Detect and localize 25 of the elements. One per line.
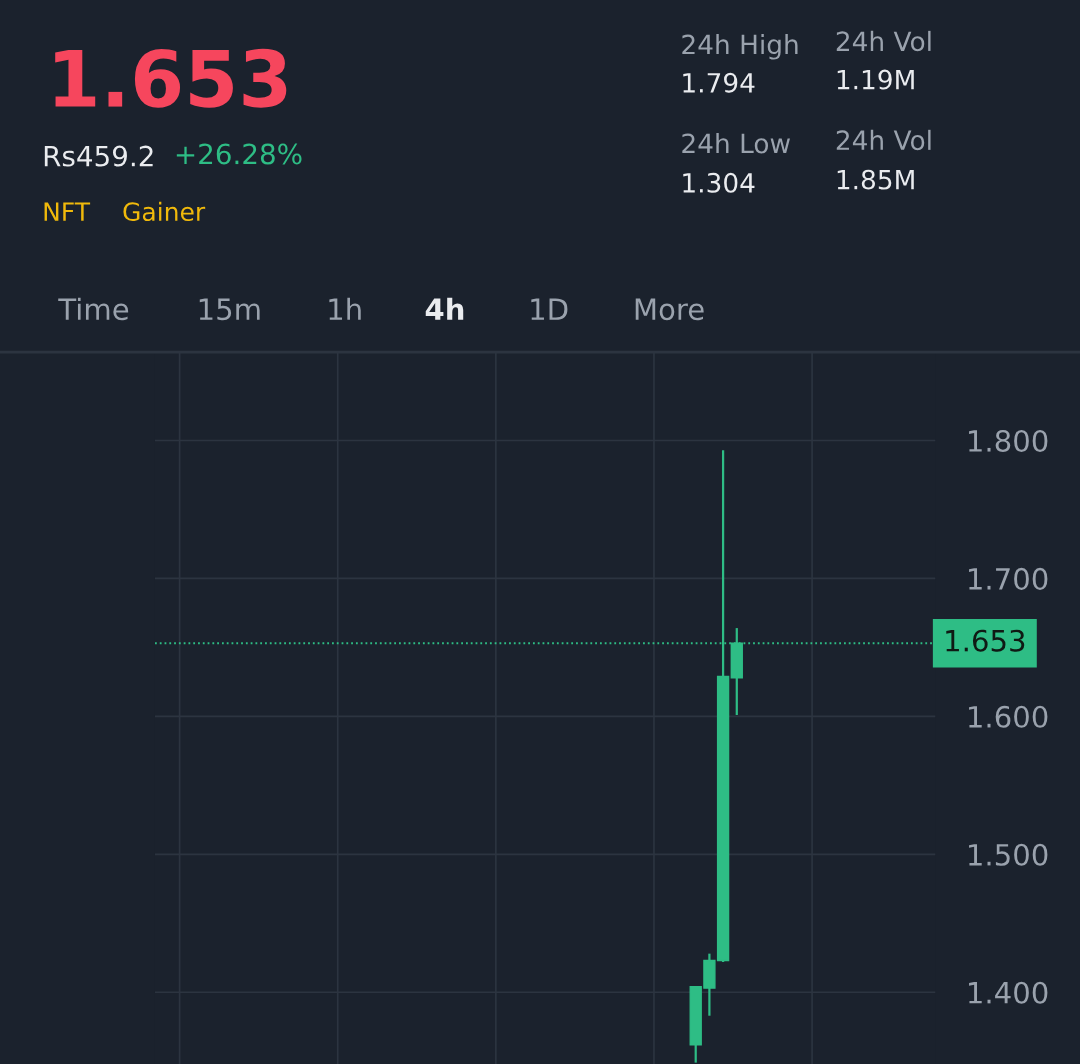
text: 24h High: [682, 34, 798, 60]
text: 15m: [199, 298, 260, 321]
chart-title: 1.653: [55, 48, 287, 108]
text: Gainer: [123, 201, 206, 222]
text: 24h Vol: [836, 30, 931, 52]
text: 24h Low: [682, 133, 790, 154]
y-tick-label: 1.600: [969, 705, 1048, 728]
text: 1.85M: [837, 169, 914, 190]
ref-line-label: 1.653: [946, 629, 1025, 652]
text: 4h: [425, 297, 464, 320]
y-tick-label: 1.400: [969, 981, 1048, 1004]
text: 1h: [329, 297, 361, 320]
text: 1.794: [683, 72, 755, 93]
text: NFT: [44, 202, 91, 221]
y-tick-label: 1.700: [969, 567, 1048, 590]
text: Time: [58, 297, 129, 321]
text: More: [635, 298, 704, 321]
text: 1.19M: [837, 69, 914, 90]
y-tick-label: 1.800: [969, 429, 1048, 452]
y-tick-label: 1.500: [969, 843, 1048, 866]
text: 1.304: [683, 172, 755, 193]
text: +26.28%: [176, 143, 302, 165]
text: Rs459.2: [44, 145, 153, 167]
text: 24h Vol: [836, 129, 931, 151]
text: 1D: [531, 298, 568, 320]
